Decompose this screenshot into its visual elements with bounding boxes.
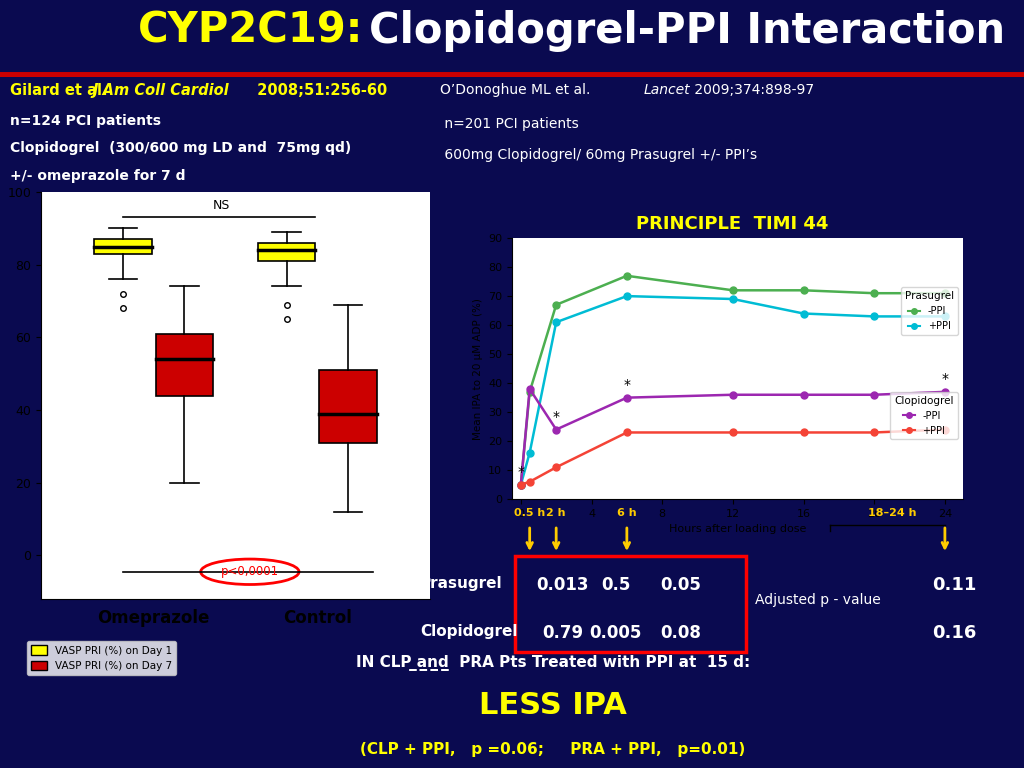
- Text: Adjusted p - value: Adjusted p - value: [755, 593, 881, 607]
- Text: Clopidogrel: Clopidogrel: [420, 624, 517, 639]
- Text: 6 h: 6 h: [617, 508, 637, 518]
- Legend: -PPI, +PPI: -PPI, +PPI: [891, 392, 957, 439]
- FancyBboxPatch shape: [515, 556, 746, 652]
- Text: 18–24 h: 18–24 h: [867, 508, 916, 518]
- Text: LESS IPA: LESS IPA: [479, 690, 627, 720]
- Text: *: *: [517, 465, 524, 479]
- Text: 600mg Clopidogrel/ 60mg Prasugrel +/- PPI’s: 600mg Clopidogrel/ 60mg Prasugrel +/- PP…: [440, 148, 758, 162]
- Text: Clopidogrel  (300/600 mg LD and  75mg qd): Clopidogrel (300/600 mg LD and 75mg qd): [10, 141, 351, 155]
- Text: Lancet: Lancet: [644, 82, 690, 97]
- Text: +/- omeprazole for 7 d: +/- omeprazole for 7 d: [10, 169, 185, 183]
- Text: n=201 PCI patients: n=201 PCI patients: [440, 118, 579, 131]
- Y-axis label: PRI (%): PRI (%): [0, 364, 2, 427]
- Text: Clopidogrel-PPI Interaction: Clopidogrel-PPI Interaction: [369, 10, 1005, 51]
- Text: 0.05: 0.05: [660, 576, 701, 594]
- Text: 2009;374:898-97: 2009;374:898-97: [690, 82, 814, 97]
- Text: 0.5: 0.5: [601, 576, 631, 594]
- Text: 0.16: 0.16: [932, 624, 977, 642]
- X-axis label: Hours after loading dose: Hours after loading dose: [669, 525, 806, 535]
- Bar: [319, 370, 377, 443]
- Text: 0.08: 0.08: [660, 624, 701, 642]
- Text: O’Donoghue ML et al.: O’Donoghue ML et al.: [440, 82, 595, 97]
- Text: J Am Coll Cardiol: J Am Coll Cardiol: [92, 82, 228, 98]
- Text: PRINCIPLE  TIMI 44: PRINCIPLE TIMI 44: [636, 215, 828, 233]
- Text: 0.11: 0.11: [932, 576, 977, 594]
- Text: 2008;51:256-60: 2008;51:256-60: [248, 82, 388, 98]
- Text: IN CLP ̲a̲n̲d̲  PRA Pts Treated with PPI at  15 d:: IN CLP ̲a̲n̲d̲ PRA Pts Treated with PPI …: [355, 655, 751, 671]
- Bar: [94, 240, 152, 253]
- Text: *: *: [624, 378, 631, 392]
- Text: 0.013: 0.013: [537, 576, 589, 594]
- Y-axis label: Mean IPA to 20 μM ADP (%): Mean IPA to 20 μM ADP (%): [473, 298, 482, 439]
- Text: *: *: [941, 372, 948, 386]
- Text: CYP2C19:: CYP2C19:: [138, 10, 364, 51]
- Text: n=124 PCI patients: n=124 PCI patients: [10, 114, 161, 127]
- Legend: VASP PRI (%) on Day 1, VASP PRI (%) on Day 7: VASP PRI (%) on Day 1, VASP PRI (%) on D…: [27, 641, 176, 675]
- Bar: [258, 243, 315, 261]
- Text: 0.79: 0.79: [542, 624, 583, 642]
- Text: NS: NS: [213, 199, 229, 212]
- Text: 0.005: 0.005: [590, 624, 642, 642]
- Text: (CLP + PPI,   p =0.06;     PRA + PPI,   p=0.01): (CLP + PPI, p =0.06; PRA + PPI, p=0.01): [360, 742, 745, 756]
- Text: Prasugrel: Prasugrel: [420, 576, 503, 591]
- Bar: [156, 334, 213, 396]
- Text: Gilard et al.: Gilard et al.: [10, 82, 113, 98]
- Text: p<0,0001: p<0,0001: [221, 565, 279, 578]
- Text: *: *: [553, 410, 560, 424]
- Text: 2 h: 2 h: [547, 508, 566, 518]
- Text: 0.5 h: 0.5 h: [514, 508, 546, 518]
